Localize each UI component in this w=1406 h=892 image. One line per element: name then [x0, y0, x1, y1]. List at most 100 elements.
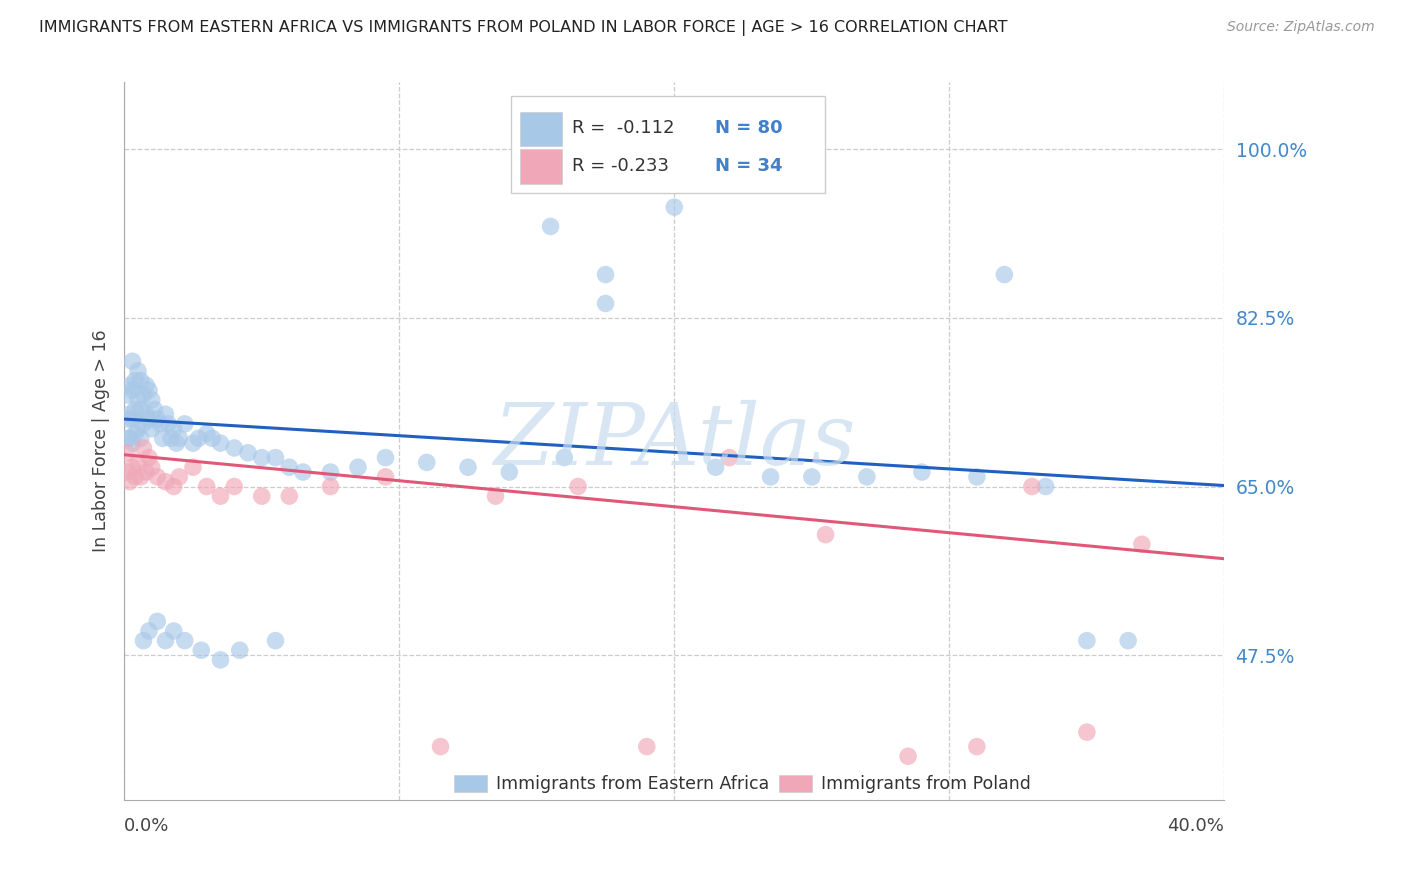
Bar	[779, 775, 811, 792]
Point	[135, 465, 157, 479]
Point	[167, 431, 190, 445]
Point	[264, 450, 287, 465]
Point	[118, 431, 141, 445]
Point	[127, 364, 149, 378]
Point	[1076, 725, 1098, 739]
Point	[236, 446, 259, 460]
Point	[457, 460, 479, 475]
Point	[143, 402, 166, 417]
Point	[190, 643, 212, 657]
Point	[347, 460, 370, 475]
Point	[595, 296, 617, 310]
Point	[118, 475, 141, 489]
Point	[129, 470, 152, 484]
Point	[124, 470, 146, 484]
Point	[155, 407, 177, 421]
Point	[224, 479, 246, 493]
Point	[124, 426, 146, 441]
Point	[911, 465, 934, 479]
Point	[152, 431, 174, 445]
Point	[173, 633, 195, 648]
Point	[141, 460, 163, 475]
Text: 40.0%: 40.0%	[1167, 817, 1225, 835]
Point	[138, 450, 160, 465]
Point	[146, 412, 169, 426]
Text: R = -0.233: R = -0.233	[572, 157, 669, 175]
Point	[141, 422, 163, 436]
Text: Source: ZipAtlas.com: Source: ZipAtlas.com	[1227, 20, 1375, 34]
Point	[209, 489, 232, 503]
Point	[1021, 479, 1043, 493]
Y-axis label: In Labor Force | Age > 16: In Labor Force | Age > 16	[93, 329, 110, 552]
Point	[278, 489, 301, 503]
Point	[718, 450, 741, 465]
Point	[374, 470, 396, 484]
Point	[224, 441, 246, 455]
Point	[135, 407, 157, 421]
Point	[132, 417, 155, 431]
Point	[567, 479, 589, 493]
Point	[897, 749, 920, 764]
Point	[250, 450, 273, 465]
Point	[966, 470, 988, 484]
Point	[138, 383, 160, 397]
Point	[664, 200, 686, 214]
Point	[856, 470, 879, 484]
Point	[966, 739, 988, 754]
Point	[814, 527, 837, 541]
Point	[132, 388, 155, 402]
Text: 0.0%: 0.0%	[124, 817, 170, 835]
Point	[132, 441, 155, 455]
Point	[319, 465, 342, 479]
Point	[229, 643, 252, 657]
Point	[121, 460, 143, 475]
Point	[195, 426, 218, 441]
Point	[759, 470, 782, 484]
Point	[636, 739, 658, 754]
Point	[115, 465, 138, 479]
Point	[374, 450, 396, 465]
Point	[167, 470, 190, 484]
Point	[993, 268, 1015, 282]
Point	[319, 479, 342, 493]
Bar	[520, 149, 562, 184]
Point	[129, 402, 152, 417]
Point	[160, 431, 183, 445]
Point	[429, 739, 451, 754]
Point	[163, 422, 186, 436]
Point	[121, 354, 143, 368]
Point	[173, 417, 195, 431]
Text: ZIPAtlas: ZIPAtlas	[494, 400, 856, 482]
Point	[118, 378, 141, 392]
Point	[181, 460, 204, 475]
Point	[118, 407, 141, 421]
Point	[121, 436, 143, 450]
Point	[129, 431, 152, 445]
Point	[146, 615, 169, 629]
Point	[187, 431, 209, 445]
Point	[800, 470, 823, 484]
Point	[250, 489, 273, 503]
Point	[195, 479, 218, 493]
Point	[115, 388, 138, 402]
Point	[129, 374, 152, 388]
Point	[181, 436, 204, 450]
Bar	[520, 112, 562, 146]
Point	[1130, 537, 1153, 551]
Text: Immigrants from Eastern Africa: Immigrants from Eastern Africa	[496, 775, 769, 793]
Point	[484, 489, 506, 503]
Text: N = 34: N = 34	[716, 157, 783, 175]
Point	[127, 455, 149, 469]
Point	[278, 460, 301, 475]
Bar	[512, 96, 825, 194]
Point	[155, 475, 177, 489]
Bar	[454, 775, 488, 792]
Point	[115, 446, 138, 460]
Point	[138, 412, 160, 426]
Point	[115, 412, 138, 426]
Point	[166, 436, 188, 450]
Point	[138, 624, 160, 638]
Point	[149, 417, 172, 431]
Point	[121, 383, 143, 397]
Point	[132, 633, 155, 648]
